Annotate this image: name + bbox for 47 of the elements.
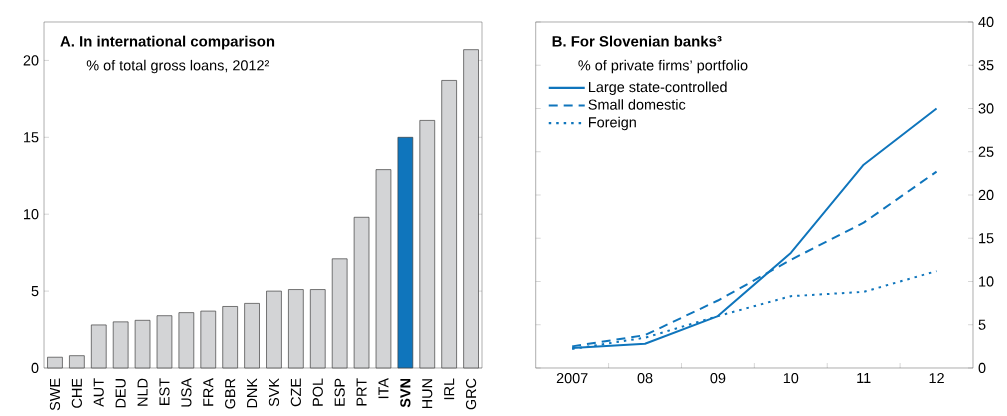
y-tick-label: 0 [978,363,986,374]
legend-label: Large state-controlled [589,81,727,96]
x-tick-label: PRT [356,378,367,406]
x-tick-label: SVN [400,379,411,408]
x-tick-label: SVK [268,378,280,407]
text: B. For Slovenian banks³ [552,35,722,47]
x-tick-label: 12 [929,373,944,384]
x-tick-label: 10 [783,373,799,384]
y-tick-label: 5 [978,319,986,330]
x-tick-label: 2007 [556,373,588,384]
y-tick-label: 0 [31,363,39,374]
x-tick-label: 09 [710,373,726,384]
x-tick-label: IRL [444,378,455,400]
x-tick-label: GRC [465,378,477,410]
y-tick-label: 10 [979,276,994,287]
y-tick-label: 30 [978,103,994,114]
legend-label: Small domestic [588,99,686,110]
y-tick-label: 35 [978,60,994,71]
x-tick-label: 11 [857,373,871,384]
x-tick-label: USA [181,378,192,407]
y-tick-label: 15 [979,233,994,244]
y-tick-label: 20 [978,190,994,201]
y-tick-label: 40 [978,17,994,28]
x-tick-label: ITA [378,378,389,399]
x-tick-label: DEU [115,379,126,408]
y-tick-label: 5 [31,286,39,297]
x-tick-label: HUN [422,379,433,409]
x-tick-label: NLD [137,378,148,406]
x-tick-label: ESP [334,378,345,406]
y-tick-label: 10 [24,209,39,220]
x-tick-label: FRA [203,378,214,406]
text: % of private firms’ portfolio [578,60,748,74]
x-tick-label: SWE [49,378,61,411]
x-tick-label: 08 [637,373,653,384]
x-tick-label: GBR [225,378,236,409]
x-tick-label: POL [312,378,323,406]
y-tick-label: 15 [24,132,39,143]
y-tick-label: 25 [978,146,994,157]
x-tick-label: CZE [290,378,301,407]
legend-label: Foreign [589,116,636,131]
y-tick-label: 20 [23,55,39,66]
text: % of total gross loans, 2012² [86,60,270,74]
x-tick-label: DNK [247,378,258,408]
x-tick-label: EST [159,378,170,406]
x-tick-label: AUT [93,378,104,407]
x-tick-label: CHE [71,378,82,408]
text: A. In international comparison [60,35,275,50]
